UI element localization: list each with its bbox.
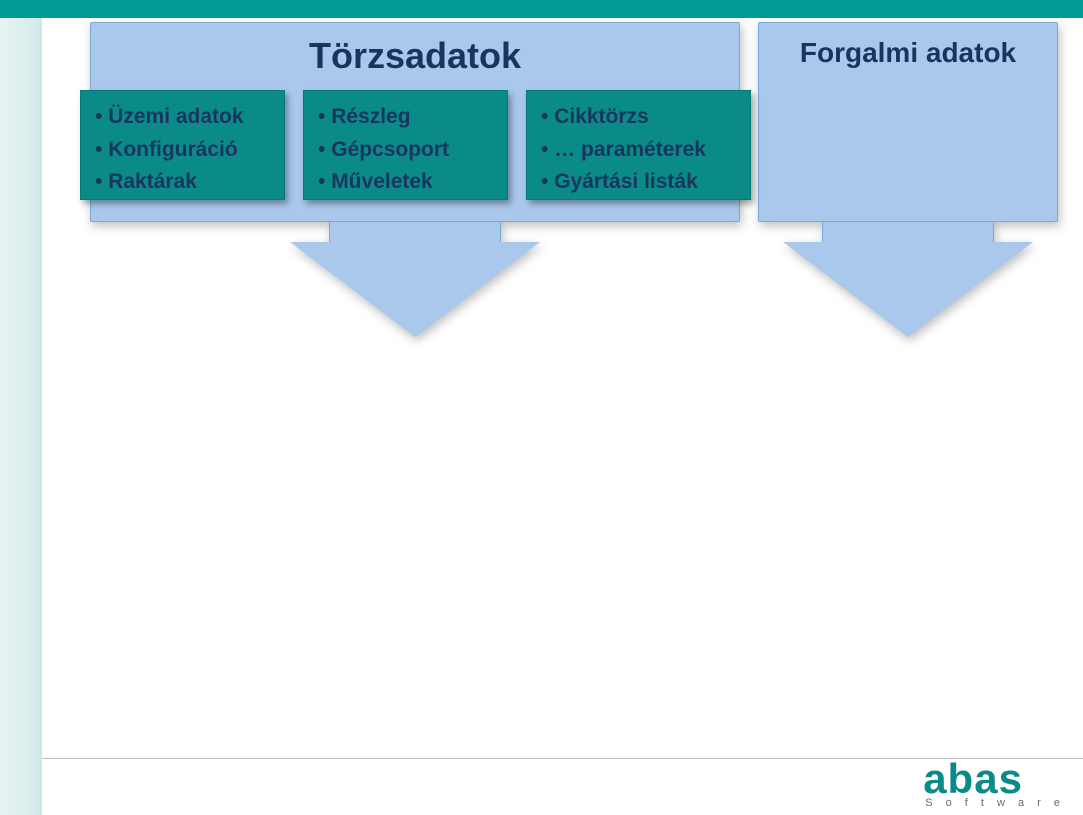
box3-item3: Gyártási listák xyxy=(541,166,744,199)
box3-item2: … paraméterek xyxy=(541,134,744,167)
box1-item3: Raktárak xyxy=(95,166,278,199)
box2-item1: Részleg xyxy=(318,101,501,134)
arrow-right-title: Forgalmi adatok xyxy=(759,23,1057,69)
logo-letter-a1: a xyxy=(923,758,945,800)
logo-letter-a2: a xyxy=(974,758,996,800)
box1-item1: Üzemi adatok xyxy=(95,101,278,134)
side-strip xyxy=(0,18,42,815)
teal-box-3: Cikktörzs … paraméterek Gyártási listák xyxy=(526,90,751,200)
teal-box-row: Üzemi adatok Konfiguráció Raktárak Részl… xyxy=(80,90,751,200)
box3-item1: Cikktörzs xyxy=(541,101,744,134)
logo-letter-s: s xyxy=(999,758,1021,800)
teal-box-2: Részleg Gépcsoport Műveletek xyxy=(303,90,508,200)
logo-letter-b: b xyxy=(948,758,973,800)
logo-word: a b a s xyxy=(923,758,1065,800)
arrow-forgalmi: Forgalmi adatok xyxy=(758,22,1058,337)
box2-item2: Gépcsoport xyxy=(318,134,501,167)
teal-box-1: Üzemi adatok Konfiguráció Raktárak xyxy=(80,90,285,200)
box2-item3: Műveletek xyxy=(318,166,501,199)
logo: a b a s S o f t w a r e xyxy=(923,758,1065,809)
header-bar xyxy=(0,0,1083,18)
arrow-left-title: Törzsadatok xyxy=(91,23,739,77)
box1-item2: Konfiguráció xyxy=(95,134,278,167)
logo-subtitle: S o f t w a r e xyxy=(923,798,1065,809)
